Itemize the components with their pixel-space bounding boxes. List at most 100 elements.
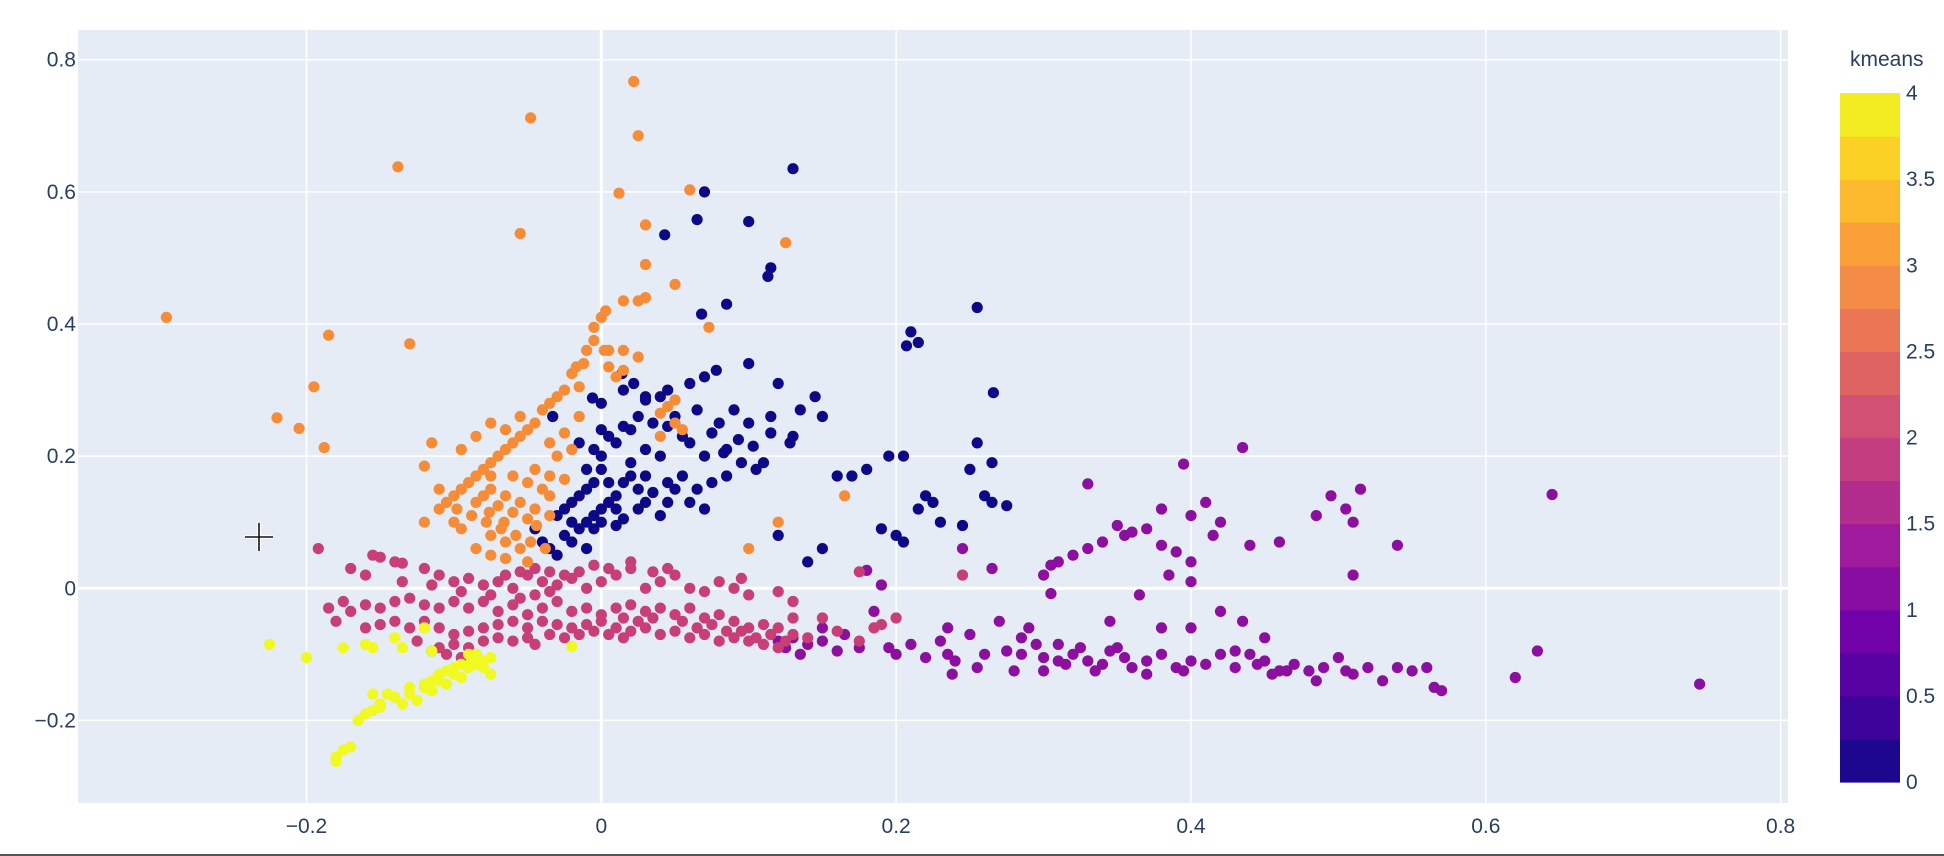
data-point-kmeans-3[interactable] — [418, 516, 430, 528]
data-point-kmeans-0[interactable] — [698, 186, 711, 198]
data-point-kmeans-3[interactable] — [514, 430, 526, 442]
data-point-kmeans-2[interactable] — [757, 638, 770, 651]
data-point-kmeans-0[interactable] — [595, 516, 607, 528]
data-point-kmeans-3[interactable] — [492, 450, 504, 462]
data-point-kmeans-3[interactable] — [684, 184, 696, 196]
data-point-kmeans-0[interactable] — [747, 440, 759, 452]
data-point-kmeans-2[interactable] — [558, 569, 571, 581]
data-point-kmeans-2[interactable] — [787, 612, 799, 624]
data-point-kmeans-3[interactable] — [485, 529, 497, 542]
data-point-kmeans-3[interactable] — [566, 368, 578, 380]
data-point-kmeans-1[interactable] — [1347, 516, 1359, 528]
data-point-kmeans-1[interactable] — [986, 562, 998, 575]
data-point-kmeans-0[interactable] — [846, 470, 858, 482]
data-point-kmeans-1[interactable] — [920, 652, 932, 664]
data-point-kmeans-1[interactable] — [1229, 645, 1241, 657]
data-point-kmeans-3[interactable] — [404, 338, 416, 350]
data-point-kmeans-1[interactable] — [1185, 655, 1197, 667]
data-point-kmeans-1[interactable] — [875, 579, 888, 591]
data-point-kmeans-3[interactable] — [573, 410, 585, 423]
data-point-kmeans-3[interactable] — [529, 503, 541, 515]
data-point-kmeans-0[interactable] — [647, 486, 659, 499]
data-point-kmeans-0[interactable] — [794, 404, 806, 416]
data-point-kmeans-0[interactable] — [934, 516, 947, 528]
data-point-kmeans-1[interactable] — [1340, 503, 1352, 515]
data-point-kmeans-3[interactable] — [525, 112, 537, 124]
data-point-kmeans-0[interactable] — [588, 477, 600, 489]
data-point-kmeans-3[interactable] — [595, 311, 607, 323]
data-point-kmeans-3[interactable] — [522, 477, 534, 489]
data-point-kmeans-0[interactable] — [586, 392, 599, 404]
data-point-kmeans-2[interactable] — [581, 582, 593, 594]
data-point-kmeans-0[interactable] — [897, 450, 910, 462]
data-point-kmeans-1[interactable] — [1421, 662, 1433, 674]
data-point-kmeans-2[interactable] — [787, 595, 799, 608]
data-point-kmeans-1[interactable] — [1001, 645, 1013, 657]
data-point-kmeans-2[interactable] — [632, 615, 644, 627]
data-point-kmeans-4[interactable] — [352, 714, 364, 727]
data-point-kmeans-0[interactable] — [765, 410, 777, 423]
data-point-kmeans-0[interactable] — [595, 463, 607, 475]
data-point-kmeans-2[interactable] — [551, 579, 563, 591]
data-point-kmeans-4[interactable] — [389, 632, 401, 644]
data-point-kmeans-1[interactable] — [1155, 539, 1168, 551]
data-point-kmeans-0[interactable] — [986, 496, 998, 508]
data-point-kmeans-2[interactable] — [389, 595, 401, 608]
data-point-kmeans-0[interactable] — [732, 434, 745, 446]
data-point-kmeans-1[interactable] — [1266, 668, 1278, 680]
data-point-kmeans-2[interactable] — [713, 635, 725, 647]
data-point-kmeans-2[interactable] — [684, 582, 696, 594]
data-point-kmeans-1[interactable] — [993, 615, 1005, 627]
data-point-kmeans-3[interactable] — [603, 361, 615, 373]
data-point-kmeans-2[interactable] — [816, 612, 829, 624]
data-point-kmeans-3[interactable] — [470, 430, 482, 442]
data-point-kmeans-2[interactable] — [529, 589, 541, 601]
data-point-kmeans-2[interactable] — [698, 586, 711, 598]
data-point-kmeans-3[interactable] — [448, 516, 460, 528]
data-point-kmeans-0[interactable] — [721, 470, 733, 482]
data-point-kmeans-3[interactable] — [440, 496, 453, 508]
data-point-kmeans-3[interactable] — [581, 344, 593, 356]
data-point-kmeans-3[interactable] — [485, 483, 497, 495]
data-point-kmeans-1[interactable] — [1259, 632, 1271, 644]
data-point-kmeans-3[interactable] — [418, 460, 430, 472]
data-point-kmeans-1[interactable] — [1045, 559, 1057, 571]
data-point-kmeans-1[interactable] — [1436, 685, 1448, 697]
data-point-kmeans-1[interactable] — [1170, 546, 1182, 558]
data-point-kmeans-0[interactable] — [696, 308, 708, 320]
data-point-kmeans-0[interactable] — [639, 443, 652, 456]
data-point-kmeans-0[interactable] — [691, 404, 703, 416]
data-point-kmeans-1[interactable] — [1133, 589, 1145, 601]
data-point-kmeans-4[interactable] — [485, 652, 497, 664]
data-point-kmeans-0[interactable] — [710, 364, 722, 376]
data-point-kmeans-3[interactable] — [632, 130, 644, 142]
data-point-kmeans-1[interactable] — [1104, 615, 1116, 627]
data-point-kmeans-4[interactable] — [426, 645, 438, 657]
data-point-kmeans-2[interactable] — [875, 619, 888, 631]
data-point-kmeans-4[interactable] — [264, 638, 276, 651]
data-point-kmeans-0[interactable] — [743, 417, 755, 429]
data-point-kmeans-3[interactable] — [617, 295, 630, 307]
data-point-kmeans-2[interactable] — [374, 619, 386, 631]
data-point-kmeans-0[interactable] — [617, 384, 630, 396]
data-point-kmeans-0[interactable] — [573, 437, 585, 449]
data-point-kmeans-2[interactable] — [529, 562, 541, 575]
data-point-kmeans-0[interactable] — [659, 229, 671, 241]
data-point-kmeans-2[interactable] — [544, 566, 556, 578]
data-point-kmeans-1[interactable] — [816, 622, 829, 634]
data-point-kmeans-1[interactable] — [1104, 645, 1116, 657]
data-point-kmeans-1[interactable] — [1185, 576, 1197, 588]
data-point-kmeans-4[interactable] — [367, 688, 379, 700]
data-point-kmeans-2[interactable] — [639, 582, 652, 594]
data-point-kmeans-0[interactable] — [625, 457, 637, 469]
data-point-kmeans-1[interactable] — [1288, 658, 1300, 670]
data-point-kmeans-2[interactable] — [374, 602, 386, 614]
data-point-kmeans-3[interactable] — [662, 401, 674, 413]
data-point-kmeans-1[interactable] — [1318, 662, 1330, 674]
data-point-kmeans-0[interactable] — [735, 457, 748, 469]
data-point-kmeans-3[interactable] — [839, 490, 851, 502]
data-point-kmeans-3[interactable] — [455, 443, 467, 456]
data-point-kmeans-0[interactable] — [816, 410, 829, 423]
data-point-kmeans-0[interactable] — [610, 519, 622, 532]
data-point-kmeans-0[interactable] — [610, 490, 622, 502]
